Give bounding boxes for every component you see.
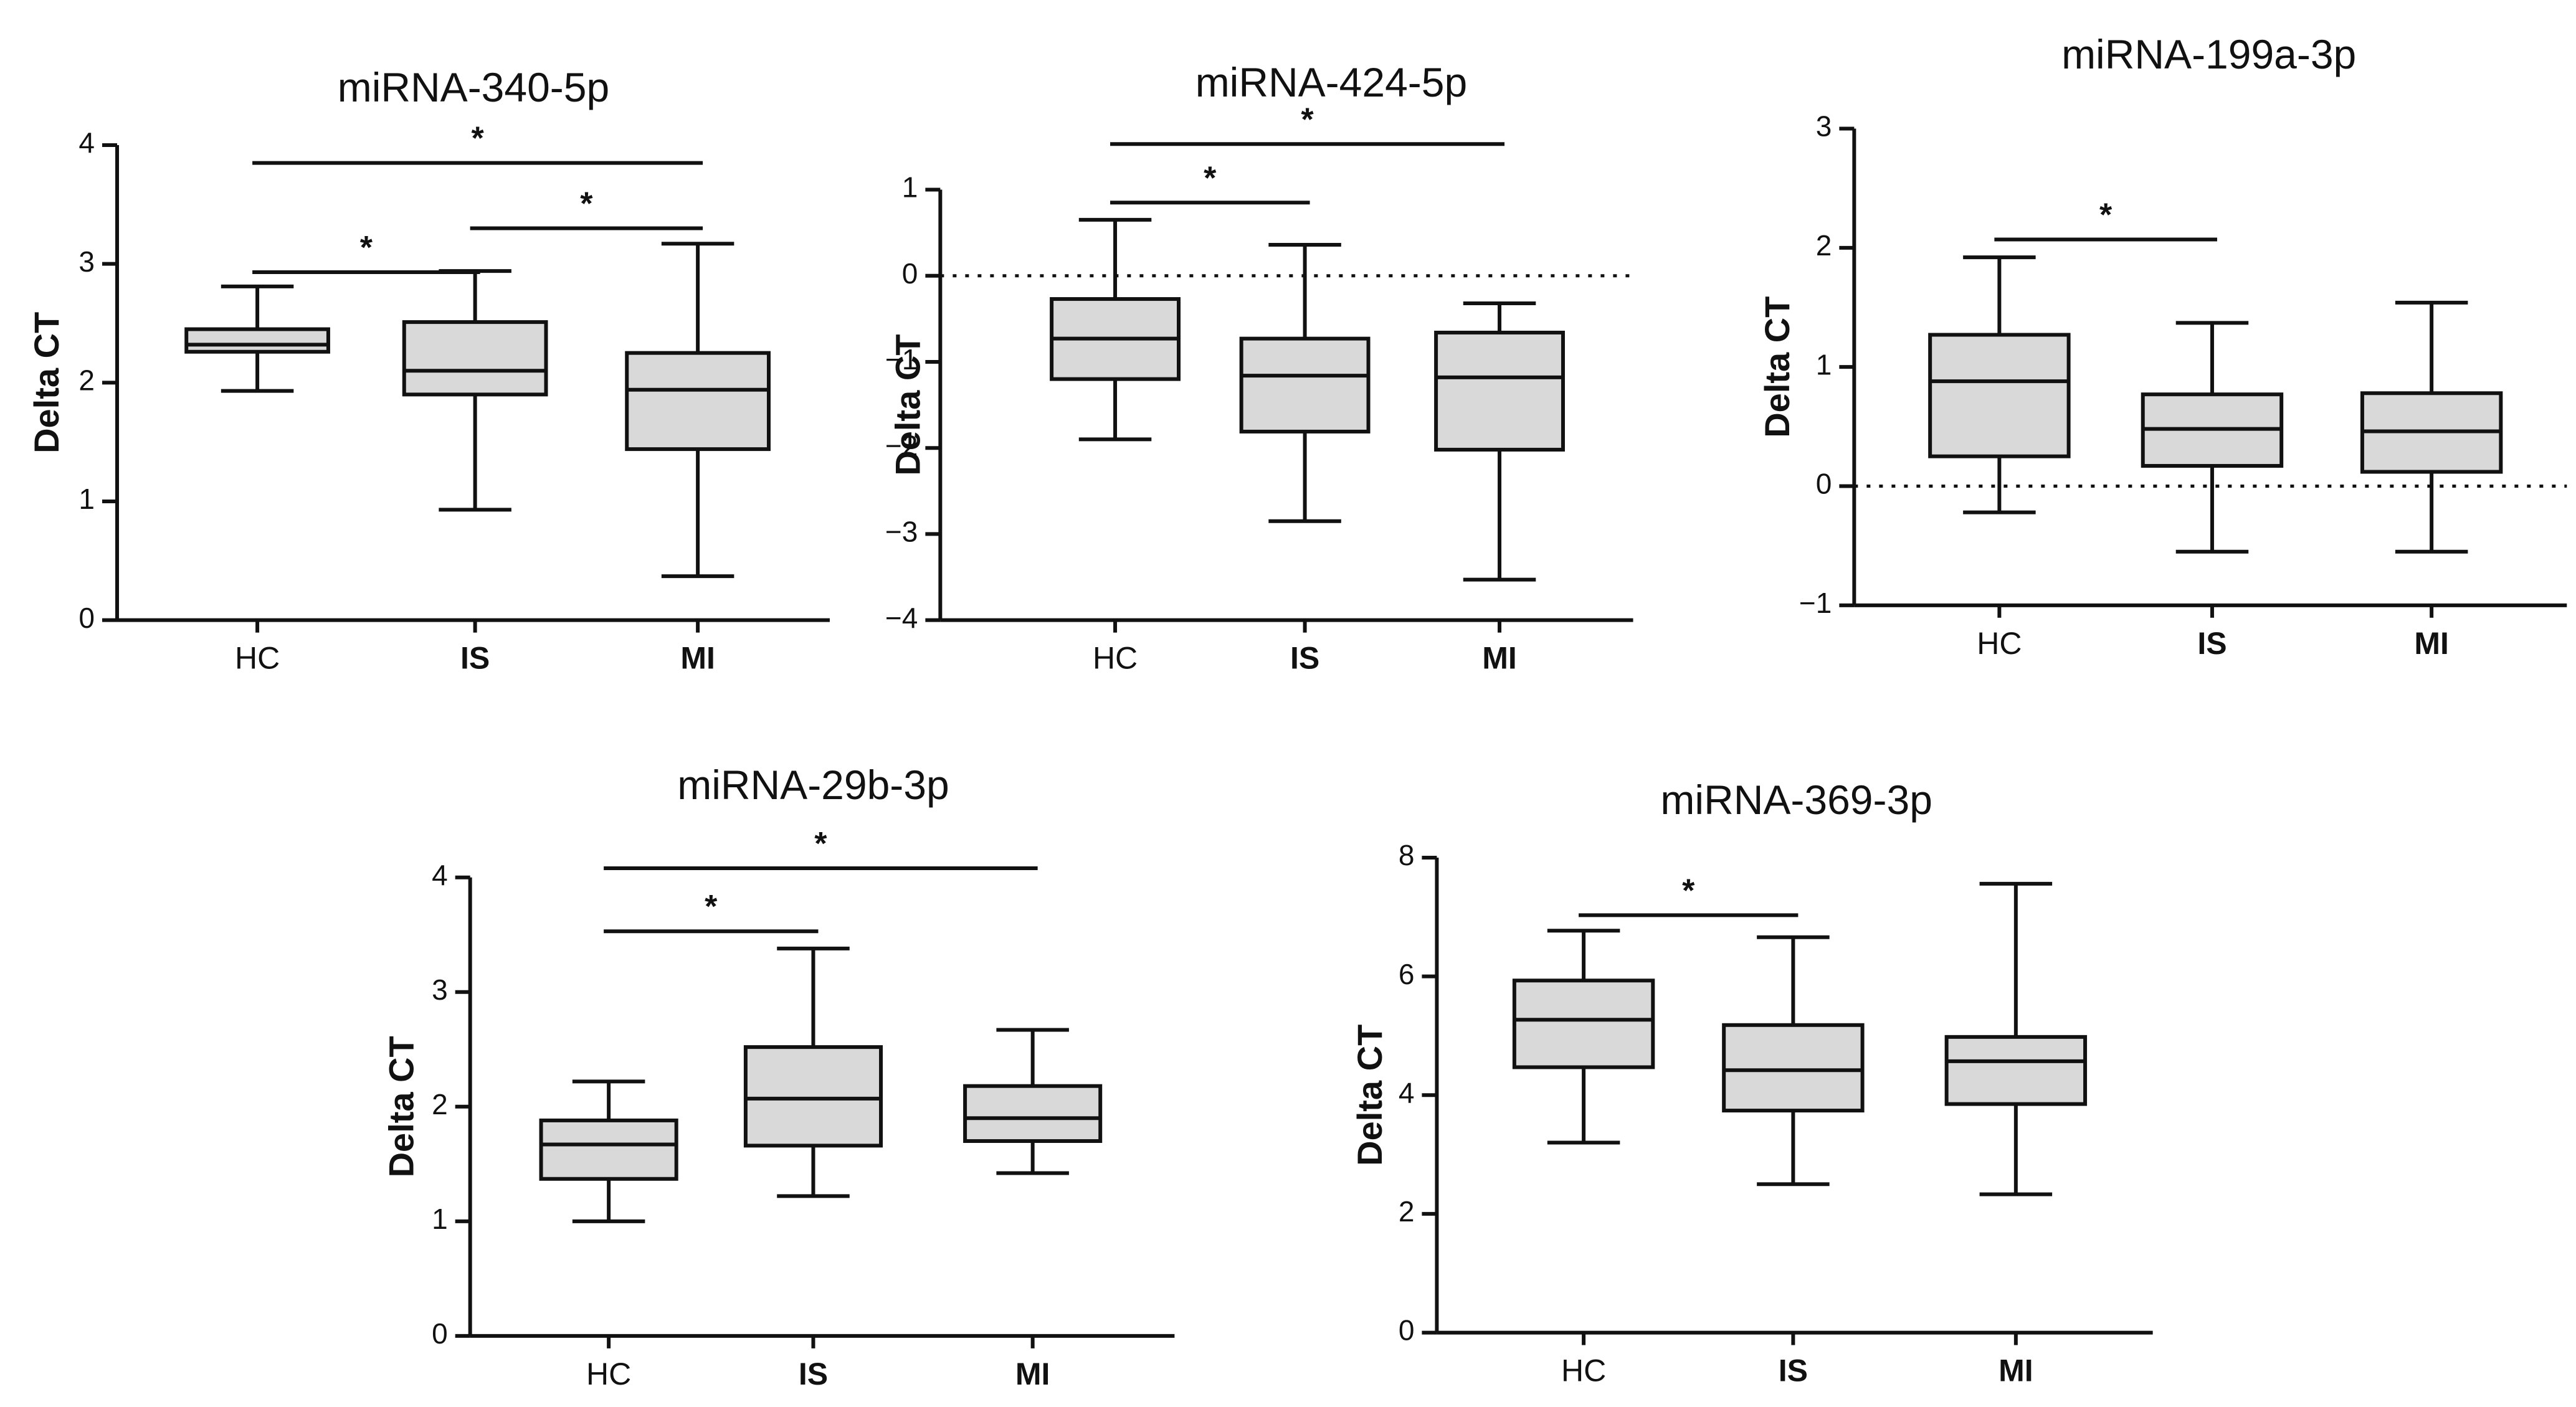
panel-mirna-424-5p: miRNA-424-5p Delta CT −4 −3 −2 −1 0 1 HC IS MI * *: [885, 59, 1633, 676]
panel-mirna-340-5p: miRNA-340-5p Delta CT 0 1 2 3 4 HC IS MI * * *: [27, 64, 830, 676]
y-tick-label: 0: [432, 1317, 448, 1350]
y-tick-label: −2: [885, 429, 918, 462]
box-mi: [1434, 330, 1565, 452]
y-tick-label: 0: [902, 257, 918, 290]
y-tick-label: −4: [885, 602, 918, 634]
significance-star: *: [580, 186, 593, 222]
significance-star: *: [2099, 197, 2113, 233]
box-hc: [1928, 333, 2071, 458]
y-tick-label: 0: [1816, 468, 1832, 500]
box-mi: [1944, 1035, 2088, 1106]
y-axis-label: Delta CT: [1350, 1025, 1389, 1166]
x-category-label: HC: [1561, 1353, 1606, 1388]
y-tick-label: −1: [1799, 587, 1832, 619]
box-is: [1239, 336, 1371, 433]
box-mi: [625, 351, 771, 452]
y-tick-label: 4: [78, 126, 95, 159]
y-tick-label: 8: [1399, 839, 1415, 871]
y-tick-label: 0: [1399, 1314, 1415, 1347]
y-tick-label: 3: [432, 974, 448, 1006]
y-tick-label: 1: [78, 483, 95, 515]
y-tick-label: 2: [432, 1088, 448, 1120]
chart-title: miRNA-199a-3p: [2061, 31, 2356, 77]
y-tick-label: 6: [1399, 958, 1415, 990]
x-category-label: MI: [1999, 1353, 2033, 1388]
y-axis-label: Delta CT: [27, 312, 66, 453]
significance-star: *: [471, 121, 484, 157]
panel-mirna-199a-3p: miRNA-199a-3p Delta CT −1 0 1 2 3 HC IS MI *: [1757, 31, 2567, 661]
y-tick-label: 1: [902, 171, 918, 204]
y-tick-label: 2: [78, 364, 95, 396]
x-category-label: HC: [586, 1357, 631, 1391]
box-hc: [184, 327, 330, 354]
x-category-label: MI: [1482, 641, 1517, 676]
box-hc: [1512, 978, 1655, 1069]
chart-title: miRNA-369-3p: [1660, 777, 1932, 823]
y-tick-label: 4: [432, 859, 448, 891]
y-axis-label: Delta CT: [1757, 296, 1797, 438]
x-category-label: MI: [1015, 1357, 1050, 1391]
chart-title: miRNA-340-5p: [338, 64, 609, 110]
y-tick-label: 1: [432, 1203, 448, 1235]
y-tick-label: 1: [1816, 348, 1832, 381]
x-category-label: MI: [2414, 626, 2449, 661]
significance-star: *: [1682, 873, 1695, 909]
x-category-label: HC: [1093, 641, 1138, 676]
significance-star: *: [705, 889, 718, 925]
x-category-label: HC: [235, 641, 280, 676]
box-mi: [963, 1084, 1103, 1144]
significance-star: *: [1301, 102, 1314, 138]
significance-star: *: [814, 826, 827, 862]
chart-title: miRNA-29b-3p: [677, 762, 949, 808]
x-category-label: HC: [1977, 626, 2022, 661]
panel-mirna-369-3p: miRNA-369-3p Delta CT 0 2 4 6 8 HC IS MI *: [1350, 777, 2153, 1388]
y-tick-label: 3: [78, 245, 95, 278]
x-category-label: IS: [1290, 641, 1319, 676]
panel-mirna-29b-3p: miRNA-29b-3p Delta CT 0 1 2 3 4 HC IS MI * *: [382, 762, 1175, 1391]
significance-star: *: [1204, 160, 1217, 196]
y-tick-label: 2: [1816, 229, 1832, 262]
y-tick-label: 2: [1399, 1195, 1415, 1228]
y-axis-label: Delta CT: [888, 334, 927, 476]
y-tick-label: 3: [1816, 110, 1832, 143]
y-tick-label: 4: [1399, 1076, 1415, 1109]
x-category-label: IS: [1779, 1353, 1808, 1388]
y-tick-label: 0: [78, 602, 95, 634]
x-category-label: IS: [799, 1357, 828, 1391]
box-is: [1722, 1023, 1865, 1113]
significance-star: *: [360, 230, 373, 266]
x-category-label: IS: [460, 641, 490, 676]
y-tick-label: −3: [885, 516, 918, 548]
box-is: [402, 320, 548, 397]
y-axis-label: Delta CT: [382, 1036, 421, 1177]
chart-title: miRNA-424-5p: [1195, 59, 1467, 105]
x-category-label: MI: [680, 641, 715, 676]
y-tick-label: −1: [885, 343, 918, 376]
x-category-label: IS: [2197, 626, 2227, 661]
box-is: [743, 1045, 883, 1148]
box-hc: [539, 1118, 678, 1181]
